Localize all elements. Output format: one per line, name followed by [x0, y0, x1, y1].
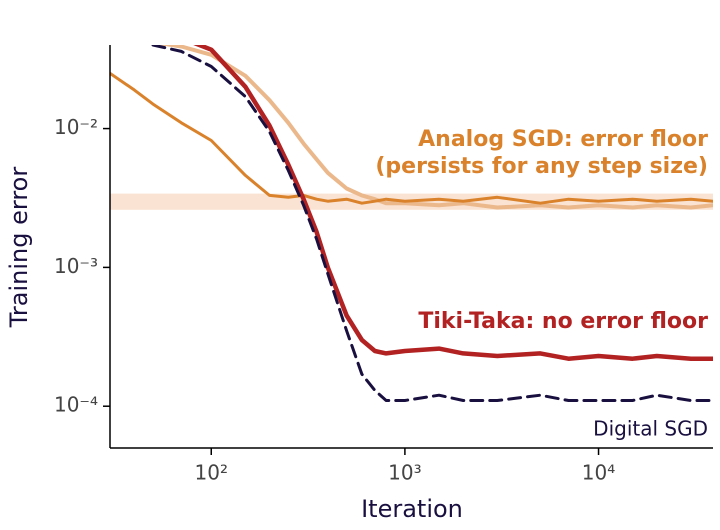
series-line [193, 45, 713, 361]
y-tick-label: 10⁻⁴ [54, 393, 98, 417]
y-axis-title: Training error [5, 167, 33, 329]
plot-area [110, 45, 713, 402]
x-tick-label: 10² [195, 461, 228, 485]
series-line [158, 45, 713, 210]
x-tick-label: 10³ [388, 461, 421, 485]
annotation: (persists for any step size) [375, 154, 708, 179]
annotation: Analog SGD: error floor [418, 127, 708, 152]
annotation: Digital SGD [593, 417, 708, 441]
y-tick-label: 10⁻² [54, 115, 98, 139]
x-tick-label: 10⁴ [582, 461, 615, 485]
y-tick-label: 10⁻³ [54, 254, 98, 278]
series-line [151, 45, 713, 402]
annotation: Tiki-Taka: no error floor [418, 309, 708, 334]
series-line [110, 71, 713, 205]
x-axis-title: Iteration [361, 495, 463, 523]
